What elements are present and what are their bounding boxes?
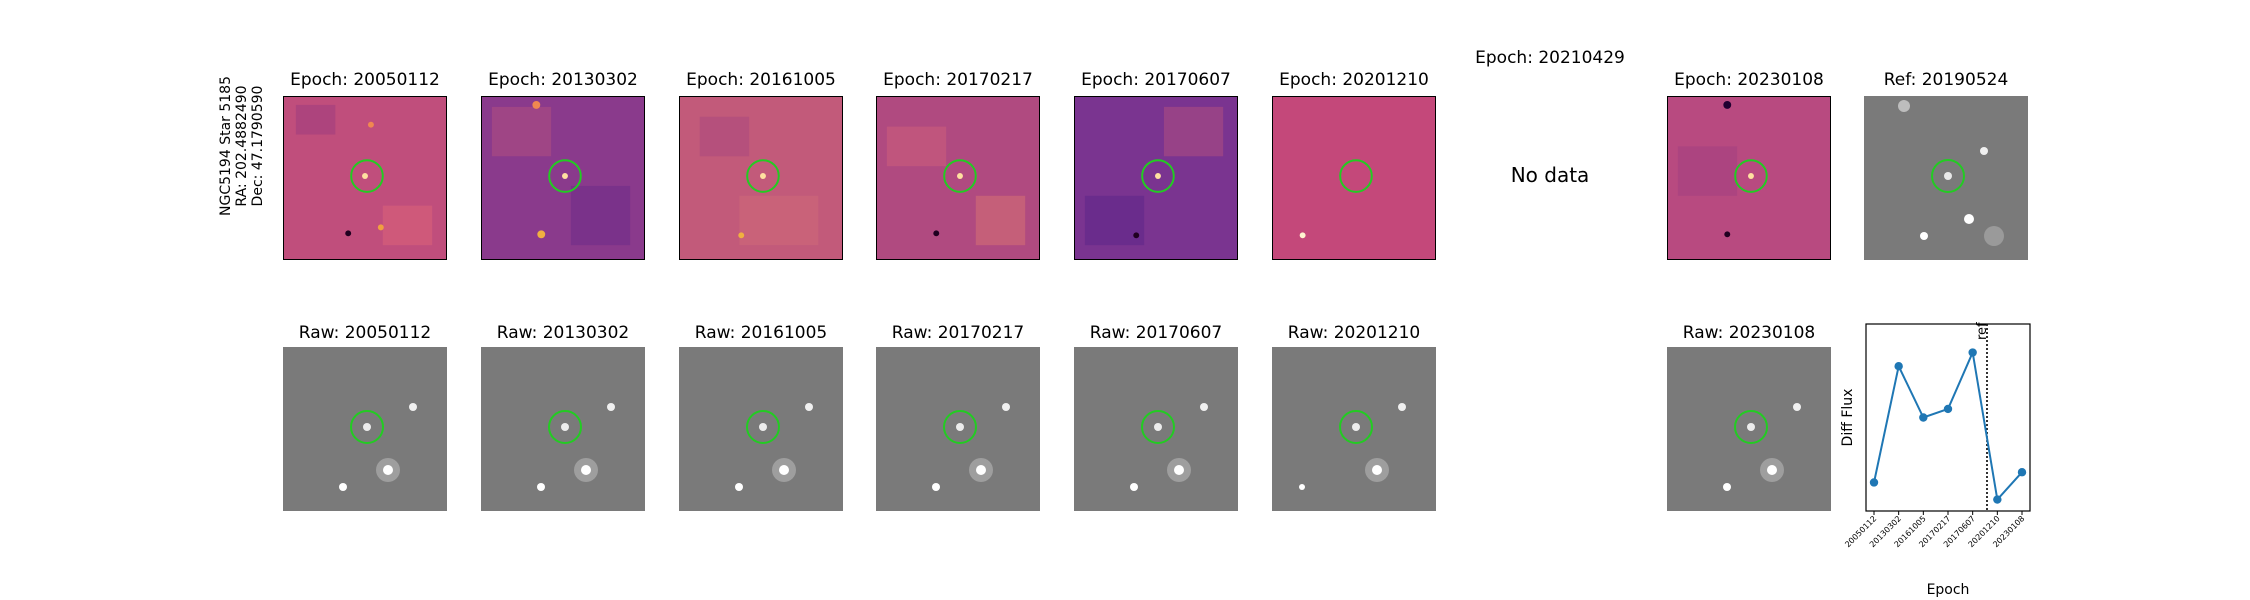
raw-title-5: Raw: 20170607 — [1089, 323, 1223, 343]
target-name: NGC5194 Star 5185 — [218, 76, 234, 216]
diff-image-5 — [1074, 96, 1238, 260]
target-circle — [1931, 159, 1965, 193]
diff-title-4: Epoch: 20170217 — [883, 70, 1033, 90]
diff-title-6: Epoch: 20201210 — [1279, 70, 1429, 90]
no-data-label: No data — [1510, 163, 1590, 187]
diff-image-8 — [1667, 96, 1831, 260]
target-circle — [350, 410, 384, 444]
target-circle — [548, 410, 582, 444]
target-circle — [943, 159, 977, 193]
target-circle — [746, 159, 780, 193]
raw-image-5 — [1074, 347, 1238, 511]
ref-title: Ref: 20190524 — [1883, 70, 2009, 90]
target-circle — [1734, 159, 1768, 193]
diff-image-1 — [283, 96, 447, 260]
data-point-20161005 — [1919, 413, 1928, 422]
raw-title-4: Raw: 20170217 — [891, 323, 1025, 343]
target-circle — [1141, 159, 1175, 193]
raw-image-2 — [481, 347, 645, 511]
target-circle — [1339, 159, 1373, 193]
y-axis-label: Diff Flux — [1840, 389, 1856, 447]
diff-title-5: Epoch: 20170607 — [1081, 70, 1231, 90]
x-axis-label: Epoch — [1927, 582, 1970, 598]
diff-image-2 — [481, 96, 645, 260]
diff-title-2: Epoch: 20130302 — [488, 70, 638, 90]
ref-image — [1864, 96, 2028, 260]
diff-title-1: Epoch: 20050112 — [290, 70, 440, 90]
raw-title-3: Raw: 20161005 — [694, 323, 828, 343]
raw-image-3 — [679, 347, 843, 511]
target-circle — [1141, 410, 1175, 444]
raw-image-7 — [1667, 347, 1831, 511]
data-point-20050112 — [1869, 478, 1879, 487]
target-circle — [1339, 410, 1373, 444]
diff-image-3 — [679, 96, 843, 260]
diff-title-7: Epoch: 20210429 — [1475, 48, 1625, 68]
raw-image-1 — [283, 347, 447, 511]
target-circle — [943, 410, 977, 444]
raw-image-4 — [876, 347, 1040, 511]
ref-line-label: ref — [1975, 322, 1990, 340]
raw-title-7: Raw: 20230108 — [1682, 323, 1816, 343]
diff-image-6 — [1272, 96, 1436, 260]
target-circle — [350, 159, 384, 193]
raw-image-6 — [1272, 347, 1436, 511]
target-circle — [1734, 410, 1768, 444]
data-point-20170607 — [1968, 348, 1977, 357]
raw-title-6: Raw: 20201210 — [1287, 323, 1421, 343]
diff-title-3: Epoch: 20161005 — [686, 70, 836, 90]
target-circle — [746, 410, 780, 444]
data-point-20130302 — [1894, 362, 1903, 371]
series-line — [1873, 349, 2023, 502]
light-curve-chart: ref2005011220130302201610052017021720170… — [1840, 322, 2031, 598]
plot-frame — [1865, 323, 2031, 512]
diff-title-8: Epoch: 20230108 — [1674, 70, 1824, 90]
raw-title-2: Raw: 20130302 — [496, 323, 630, 343]
target-circle — [548, 159, 582, 193]
data-point-20201210 — [1993, 495, 2002, 504]
data-point-20170217 — [1943, 404, 1953, 414]
diff-image-4 — [876, 96, 1040, 260]
data-point-20230108 — [2017, 468, 2027, 477]
raw-title-1: Raw: 20050112 — [298, 323, 432, 343]
